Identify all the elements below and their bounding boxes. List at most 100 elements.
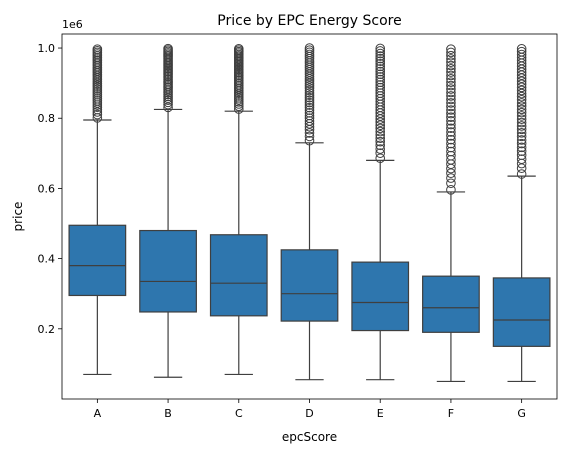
outlier-point — [163, 43, 173, 54]
outlier-point — [446, 138, 456, 149]
outlier-point — [516, 98, 527, 108]
outlier-point — [446, 101, 456, 112]
outlier-point — [446, 178, 456, 189]
outlier-point — [516, 46, 527, 57]
box-iqr — [351, 261, 410, 332]
outlier-point — [92, 109, 103, 120]
y-offset-label: 1e6 — [62, 18, 83, 31]
box-iqr — [209, 234, 268, 317]
outlier-point — [375, 120, 386, 131]
outlier-point — [446, 47, 456, 58]
outlier-point — [516, 124, 527, 135]
outlier-point — [446, 84, 456, 94]
outlier-point — [304, 128, 315, 138]
outlier-point — [516, 142, 527, 153]
outlier-point — [375, 80, 386, 90]
outlier-point — [446, 108, 456, 119]
outlier-point — [516, 135, 527, 145]
chart-title: Price by EPC Energy Score — [217, 13, 401, 29]
outlier-point — [446, 116, 456, 126]
y-tick-label: 0.4 — [38, 253, 56, 266]
outlier-point — [446, 60, 456, 71]
outlier-point — [446, 105, 456, 115]
outlier-point — [375, 77, 386, 88]
outlier-point — [375, 69, 386, 80]
outlier-point — [375, 144, 386, 154]
outlier-point — [304, 47, 315, 58]
x-tick-label: F — [448, 407, 454, 420]
outlier-point — [304, 92, 315, 103]
outlier-point — [446, 70, 456, 81]
outlier-point — [375, 130, 386, 140]
y-tick-label: 0.8 — [38, 112, 56, 125]
outlier-point — [375, 126, 386, 137]
box-iqr — [492, 277, 551, 347]
outlier-point — [375, 53, 386, 64]
outlier-point — [516, 44, 527, 54]
outlier-point — [516, 49, 527, 60]
outlier-point — [375, 148, 386, 158]
outlier-point — [304, 100, 315, 110]
outlier-point — [304, 110, 315, 121]
outlier-point — [446, 142, 456, 153]
outlier-point — [304, 43, 315, 53]
y-axis: 0.2 0.4 0.6 0.8 1.0 — [38, 42, 62, 336]
outlier-point — [375, 136, 386, 147]
outlier-point — [516, 117, 527, 128]
outlier-point — [304, 83, 315, 93]
outlier-point — [446, 91, 456, 101]
box-group-E — [351, 43, 410, 381]
outlier-point — [304, 131, 315, 142]
outlier-point — [446, 74, 456, 84]
box-iqr — [68, 224, 127, 297]
box-group-C — [209, 43, 268, 376]
y-tick-label: 0.2 — [38, 323, 56, 336]
outlier-point — [516, 121, 527, 131]
outlier-point — [304, 88, 315, 98]
outlier-point — [304, 78, 315, 89]
outlier-point — [446, 123, 456, 134]
outlier-point — [446, 57, 456, 67]
outlier-point — [516, 131, 527, 142]
outlier-point — [375, 64, 386, 74]
outlier-point — [516, 111, 527, 121]
box-iqr — [422, 275, 480, 333]
box-iqr — [139, 229, 197, 313]
outlier-point — [375, 72, 386, 82]
y-tick-label: 0.6 — [38, 182, 56, 195]
outlier-point — [304, 102, 315, 113]
outlier-point — [446, 54, 456, 64]
box-group-B — [139, 43, 197, 378]
outlier-point — [375, 51, 386, 61]
outlier-point — [304, 49, 315, 60]
outlier-point — [446, 112, 456, 122]
outlier-point — [375, 140, 386, 151]
outlier-point — [446, 94, 456, 105]
outlier-point — [375, 123, 386, 134]
x-tick-label: C — [235, 407, 243, 420]
outlier-point — [304, 108, 315, 118]
outlier-point — [304, 97, 315, 108]
outlier-point — [446, 80, 456, 91]
outlier-point — [375, 58, 386, 69]
outlier-point — [304, 113, 315, 123]
box-group-D — [280, 43, 339, 381]
outlier-point — [446, 146, 456, 157]
outlier-point — [446, 67, 456, 77]
outlier-point — [446, 134, 456, 145]
outlier-point — [304, 85, 315, 96]
outlier-point — [516, 104, 527, 115]
outlier-point — [304, 95, 315, 105]
outlier-point — [516, 91, 527, 102]
outlier-point — [375, 74, 386, 85]
outlier-point — [233, 43, 244, 54]
outlier-point — [516, 82, 527, 93]
outlier-point — [92, 44, 103, 54]
box-group-G — [492, 44, 551, 383]
outlier-point — [304, 80, 315, 91]
outlier-point — [516, 107, 527, 118]
outlier-point — [375, 133, 386, 144]
x-axis: A B C D E F G — [94, 399, 526, 420]
